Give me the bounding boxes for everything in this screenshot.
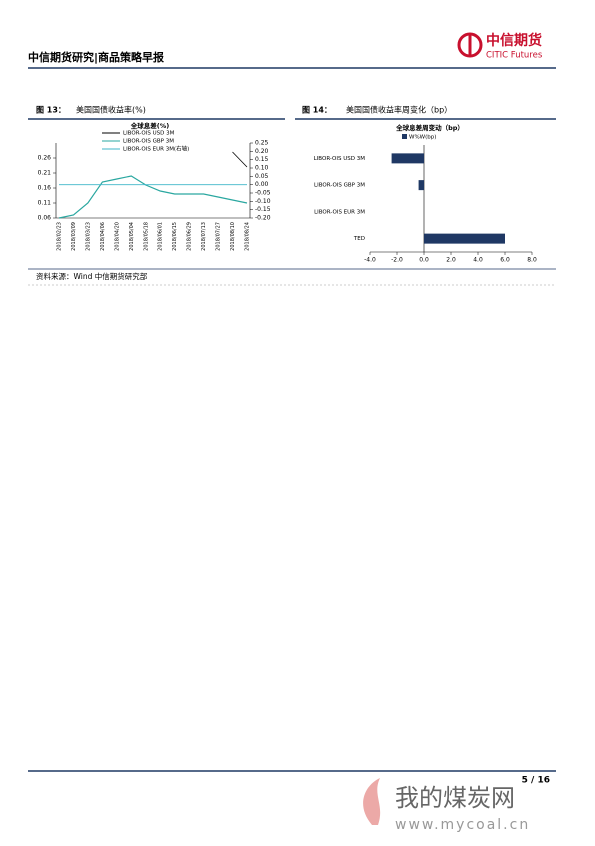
figure-label: 图 13： [36,106,66,115]
category-label: LIBOR-OIS USD 3M [314,156,366,162]
x-tick-label: 2018/08/10 [230,222,236,251]
legend-label: W%W(bp) [409,135,436,141]
legend-label: LIBOR-OIS GBP 3M [123,139,174,145]
x-tick-label: 2018/02/23 [57,222,63,251]
x-tick-label: 6.0 [500,257,510,264]
source-note: 资料来源：Wind 中信期货研究部 [36,271,148,281]
x-tick-label: 2018/06/29 [187,222,193,251]
x-tick-label: 2018/07/13 [201,222,207,251]
watermark-name: 我的煤炭网 [395,784,515,812]
watermark-icon [363,778,381,825]
y2-tick-label: 0.15 [255,156,269,163]
y-tick-label: 0.26 [38,155,52,162]
figure-label: 图 14： [302,106,332,115]
x-tick-label: 2018/06/01 [158,222,164,251]
figure-caption: 美国国债收益率周变化（bp） [346,105,452,115]
header-title: 中信期货研究|商品策略早报 [28,50,165,64]
x-tick-label: 2018/05/04 [129,222,135,251]
category-label: TED [353,236,365,242]
x-tick-label: 2018/05/18 [143,222,149,251]
series-line [232,151,248,168]
x-tick-label: 2018/06/15 [172,222,178,251]
x-tick-label: 2018/07/27 [216,222,222,251]
chart-title: 全球息差(%) [130,121,169,130]
x-tick-label: 0.0 [419,257,429,264]
logo-cn: 中信期货 [486,32,542,49]
x-tick-label: -2.0 [391,257,403,264]
y2-tick-label: -0.10 [255,198,271,205]
legend-swatch [402,134,407,139]
watermark-url: www.mycoal.cn [395,817,530,833]
y2-tick-label: 0.25 [255,140,269,147]
category-label: LIBOR-OIS GBP 3M [314,183,365,189]
x-tick-label: 2018/08/24 [245,222,251,251]
y2-tick-label: 0.00 [255,181,269,188]
x-tick-label: 2.0 [446,257,456,264]
page-number: 5 / 16 [522,776,550,786]
bar [424,233,505,244]
x-tick-label: 2018/04/06 [100,222,106,251]
logo-en: CITIC Futures [486,51,543,61]
x-tick-label: 4.0 [473,257,483,264]
legend-label: LIBOR-OIS EUR 3M(右轴) [123,145,189,153]
category-label: LIBOR-OIS EUR 3M [314,209,365,215]
y2-tick-label: 0.20 [255,148,269,155]
x-tick-label: 2018/04/20 [114,222,120,251]
legend-label: LIBOR-OIS USD 3M [123,131,175,137]
y2-tick-label: 0.10 [255,165,269,172]
bar [391,153,424,164]
y2-tick-label: 0.05 [255,173,269,180]
bar [418,180,424,191]
y-tick-label: 0.21 [38,170,52,177]
series-line [58,175,248,219]
y-tick-label: 0.06 [38,215,52,222]
x-tick-label: 8.0 [527,257,537,264]
x-tick-label: 2018/03/23 [85,222,91,251]
figure-caption: 美国国债收益率(%) [76,105,146,115]
y2-tick-label: -0.05 [255,190,271,197]
x-tick-label: 2018/03/09 [71,222,77,251]
y2-tick-label: -0.20 [255,215,271,222]
y-tick-label: 0.16 [38,185,52,192]
chart-title: 全球息差周变动（bp） [395,123,464,132]
x-tick-label: -4.0 [364,257,376,264]
y-tick-label: 0.11 [38,200,52,207]
y2-tick-label: -0.15 [255,206,271,213]
